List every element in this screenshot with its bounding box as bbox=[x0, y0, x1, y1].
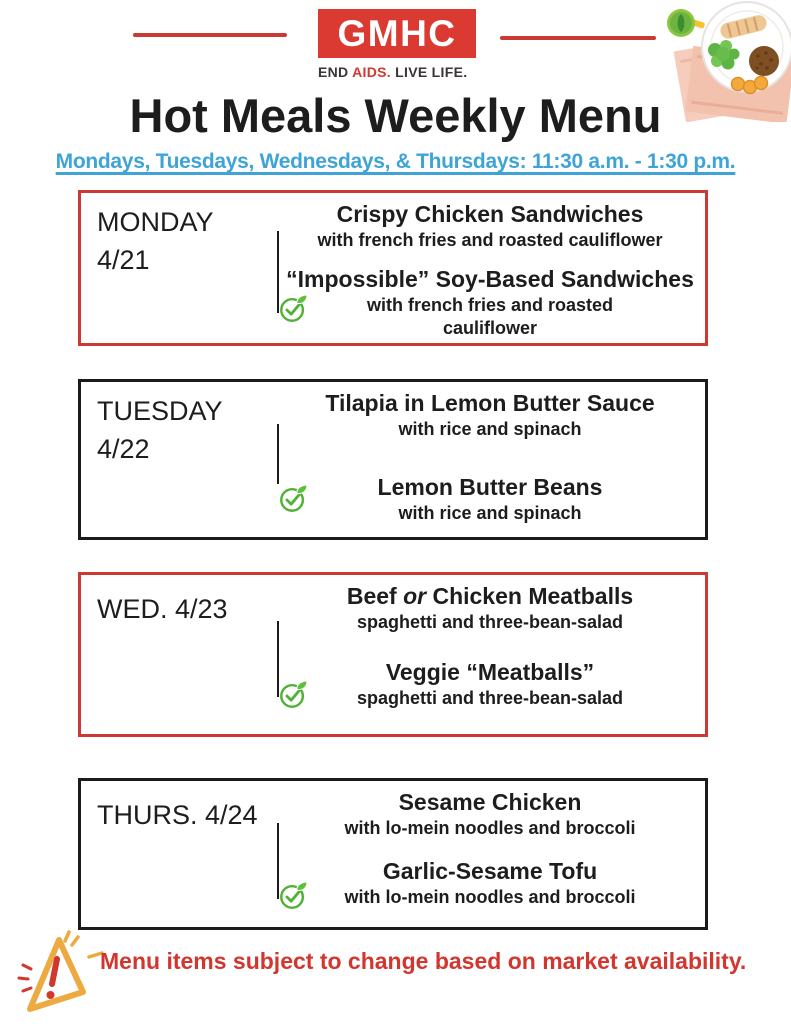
meal-title-text-end: Chicken Meatballs bbox=[426, 583, 634, 609]
tagline-live-life: LIVE LIFE. bbox=[390, 64, 468, 80]
food-plate-illustration-icon bbox=[651, 0, 791, 124]
day-name: TUESDAY bbox=[97, 396, 223, 426]
divider-line bbox=[277, 823, 279, 899]
menu-box-wednesday: WED. 4/23 Beef or Chicken Meatballs spag… bbox=[78, 572, 708, 737]
meal-sides: with lo-mein noodles and broccoli bbox=[344, 817, 636, 838]
day-date: 4/22 bbox=[97, 434, 150, 465]
tagline-end: END bbox=[318, 64, 353, 80]
veg-meal-title: Lemon Butter Beans bbox=[377, 473, 603, 500]
divider-line bbox=[277, 424, 279, 484]
day-name: WED. 4/23 bbox=[97, 594, 228, 624]
meal-title: Beef or Chicken Meatballs bbox=[279, 582, 701, 611]
tagline-aids: AIDS. bbox=[352, 64, 391, 80]
day-name: MONDAY bbox=[97, 207, 214, 237]
meal-sides: with french fries and roasted cauliflowe… bbox=[317, 229, 663, 250]
veg-meal-title: Garlic-Sesame Tofu bbox=[382, 857, 598, 884]
divider-line bbox=[277, 621, 279, 697]
meals-column: Beef or Chicken Meatballs spaghetti and … bbox=[279, 582, 701, 710]
meal-sides: spaghetti and three-bean-salad bbox=[356, 611, 624, 632]
day-date: 4/21 bbox=[97, 245, 150, 276]
veg-meal-sides: with french fries and roasted cauliflowe… bbox=[366, 294, 614, 338]
meal-title: Tilapia in Lemon Butter Sauce bbox=[279, 389, 701, 418]
page-title: Hot Meals Weekly Menu bbox=[129, 89, 662, 142]
meal-title: Crispy Chicken Sandwiches bbox=[279, 200, 701, 229]
meal-sides: with rice and spinach bbox=[398, 418, 582, 439]
vegetarian-check-icon bbox=[278, 484, 308, 514]
veg-meal-sides: spaghetti and three-bean-salad bbox=[356, 687, 624, 708]
menu-box-thursday: THURS. 4/24 Sesame Chicken with lo-mein … bbox=[78, 778, 708, 930]
notice-text: Menu items subject to change based on ma… bbox=[100, 948, 747, 974]
tagline: END AIDS. LIVE LIFE. bbox=[318, 64, 488, 80]
schedule-line: Mondays, Tuesdays, Wednesdays, & Thursda… bbox=[55, 150, 736, 173]
meal-title-text: Tilapia in Lemon Butter Sauce bbox=[325, 390, 655, 416]
vegetarian-check-icon bbox=[278, 881, 308, 911]
divider-line bbox=[277, 231, 279, 313]
veg-meal-sides: with rice and spinach bbox=[398, 502, 582, 523]
gmhc-logo: GMHC bbox=[318, 9, 476, 58]
decorative-rule-left bbox=[133, 33, 287, 37]
meal-title: Sesame Chicken bbox=[279, 788, 701, 817]
veg-meal-title: Veggie “Meatballs” bbox=[385, 658, 595, 685]
vegetarian-check-icon bbox=[278, 680, 308, 710]
meal-title-text: Sesame Chicken bbox=[398, 789, 582, 815]
day-label: WED. 4/23 bbox=[97, 590, 275, 628]
veg-meal-title: “Impossible” Soy-Based Sandwiches bbox=[286, 265, 694, 292]
day-label: TUESDAY 4/22 bbox=[97, 392, 275, 469]
meals-column: Crispy Chicken Sandwiches with french fr… bbox=[279, 200, 701, 340]
day-label: THURS. 4/24 bbox=[97, 796, 275, 834]
menu-box-monday: MONDAY 4/21 Crispy Chicken Sandwiches wi… bbox=[78, 190, 708, 346]
meals-column: Sesame Chicken with lo-mein noodles and … bbox=[279, 788, 701, 909]
veg-meal-sides: with lo-mein noodles and broccoli bbox=[344, 886, 636, 907]
meal-title-text: Beef bbox=[346, 583, 404, 609]
meal-title-text: Crispy Chicken Sandwiches bbox=[336, 201, 644, 227]
day-label: MONDAY 4/21 bbox=[97, 203, 275, 280]
menu-box-tuesday: TUESDAY 4/22 Tilapia in Lemon Butter Sau… bbox=[78, 379, 708, 540]
warning-triangle-icon bbox=[16, 928, 106, 1024]
day-name: THURS. 4/24 bbox=[97, 800, 258, 830]
vegetarian-check-icon bbox=[278, 294, 308, 324]
decorative-rule-right bbox=[500, 36, 656, 40]
meal-title-italic: or bbox=[403, 583, 427, 609]
meals-column: Tilapia in Lemon Butter Sauce with rice … bbox=[279, 389, 701, 525]
gmhc-logo-text: GMHC bbox=[337, 12, 457, 54]
